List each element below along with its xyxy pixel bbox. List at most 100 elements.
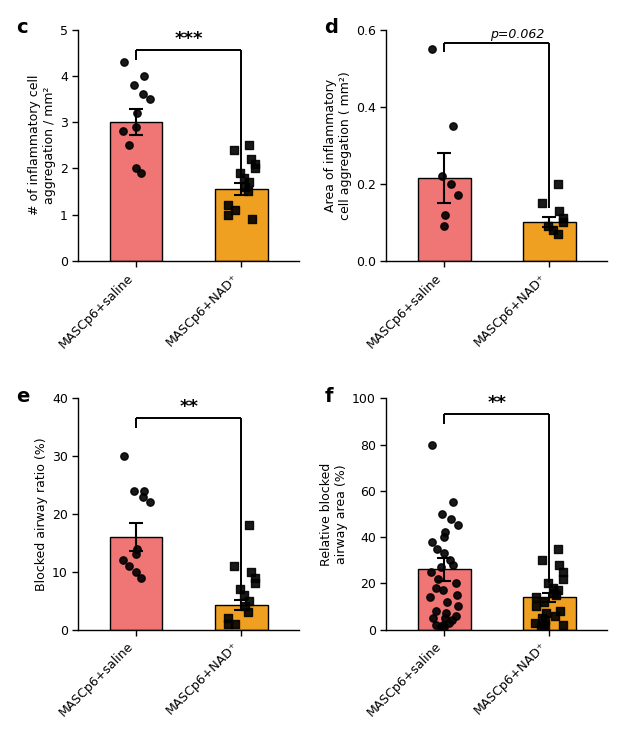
Point xyxy=(247,213,257,225)
Point xyxy=(537,197,547,209)
Point xyxy=(138,88,148,100)
Point xyxy=(558,216,568,228)
Point xyxy=(427,439,437,450)
Point xyxy=(539,596,548,608)
Point xyxy=(223,618,233,630)
Y-axis label: Blocked airway ratio (%): Blocked airway ratio (%) xyxy=(35,437,48,591)
Point xyxy=(441,607,451,619)
Point xyxy=(437,170,447,182)
Point xyxy=(245,595,255,606)
Point xyxy=(548,582,558,594)
Point xyxy=(558,619,568,631)
Point xyxy=(558,566,568,578)
Point xyxy=(441,209,451,221)
Point xyxy=(426,566,436,578)
Point xyxy=(550,610,560,622)
Point xyxy=(119,554,129,566)
Point xyxy=(440,612,450,624)
Point xyxy=(532,601,542,612)
Point xyxy=(223,612,233,624)
Point xyxy=(132,107,142,118)
Point xyxy=(536,621,546,633)
Point xyxy=(431,619,441,631)
Point xyxy=(246,566,256,578)
Text: **: ** xyxy=(487,394,507,412)
Point xyxy=(439,531,449,543)
Point xyxy=(250,163,260,174)
Point xyxy=(454,520,464,531)
Point xyxy=(235,167,245,179)
Bar xyxy=(523,222,576,261)
Point xyxy=(439,220,449,232)
Point xyxy=(119,56,129,68)
Point xyxy=(447,615,457,626)
Point xyxy=(537,612,547,624)
Point xyxy=(554,559,564,570)
Point xyxy=(129,79,139,91)
Point xyxy=(437,508,447,520)
Point xyxy=(223,209,233,221)
Point xyxy=(131,163,141,174)
Point xyxy=(240,171,250,183)
Point xyxy=(131,566,141,578)
Point xyxy=(129,485,139,497)
Point xyxy=(235,583,245,595)
Point xyxy=(436,562,446,573)
Point xyxy=(448,559,458,570)
Point xyxy=(250,578,260,590)
Point xyxy=(240,601,250,612)
Point xyxy=(553,178,563,190)
Point xyxy=(452,589,462,601)
Point xyxy=(131,121,141,132)
Text: d: d xyxy=(324,18,338,37)
Point xyxy=(543,578,553,590)
Point xyxy=(539,621,549,633)
Point xyxy=(558,573,568,584)
Point xyxy=(439,621,449,633)
Point xyxy=(540,615,550,626)
Bar xyxy=(215,605,268,629)
Point xyxy=(246,153,256,165)
Point xyxy=(432,542,442,554)
Point xyxy=(250,572,260,584)
Bar xyxy=(110,122,162,261)
Point xyxy=(131,548,141,560)
Point xyxy=(442,596,452,608)
Point xyxy=(230,204,240,216)
Point xyxy=(553,584,563,596)
Point xyxy=(555,605,565,617)
Point xyxy=(436,621,446,633)
Point xyxy=(551,589,561,601)
Point xyxy=(553,228,563,240)
Point xyxy=(138,491,148,503)
Point xyxy=(553,542,563,554)
Text: ***: *** xyxy=(175,30,203,48)
Point xyxy=(548,587,558,598)
Point xyxy=(444,617,454,629)
Y-axis label: # of inflammatory cell
aggregation / mm²: # of inflammatory cell aggregation / mm² xyxy=(27,75,56,216)
Point xyxy=(444,554,454,566)
Point xyxy=(243,185,253,197)
Point xyxy=(441,526,451,538)
Point xyxy=(438,619,448,631)
Point xyxy=(119,450,129,462)
Point xyxy=(124,560,134,572)
Point xyxy=(541,607,551,619)
Point xyxy=(245,520,255,531)
Bar xyxy=(523,597,576,629)
Text: p=0.062: p=0.062 xyxy=(490,28,544,40)
Point xyxy=(451,610,461,622)
Point xyxy=(245,139,255,151)
Point xyxy=(438,584,448,596)
Point xyxy=(446,513,456,525)
Text: e: e xyxy=(16,386,30,406)
Point xyxy=(228,144,238,156)
Bar xyxy=(418,570,470,629)
Point xyxy=(245,177,255,188)
Point xyxy=(230,618,240,630)
Y-axis label: Relative blocked
airway area (%): Relative blocked airway area (%) xyxy=(320,462,348,565)
Point xyxy=(447,120,457,132)
Y-axis label: Area of inflammatory
cell aggregation ( mm²): Area of inflammatory cell aggregation ( … xyxy=(324,71,352,219)
Point xyxy=(446,178,456,190)
Point xyxy=(426,591,436,603)
